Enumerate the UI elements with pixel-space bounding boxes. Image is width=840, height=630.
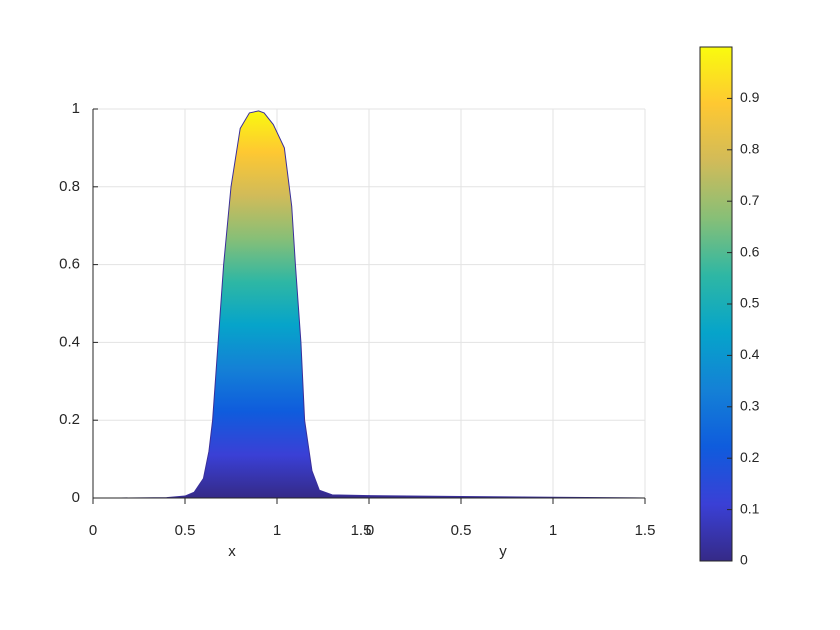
colorbar-tick-label: 0.9 [740,89,760,105]
z-tick-label: 0.2 [59,411,80,428]
colorbar [699,46,733,562]
z-tick-label: 0.4 [59,333,80,350]
z-tick-label: 1 [72,100,80,117]
colorbar-tick-label: 0.6 [740,243,760,259]
z-tick-label: 0.8 [59,178,80,195]
colorbar-tick-label: 0.5 [740,295,760,311]
y-axis-label: y [499,543,507,560]
colorbar-tick-label: 0.3 [740,398,760,414]
x_axis-tick-label: 0.5 [175,522,196,539]
z-tick-label: 0 [72,489,80,506]
y_axis-tick-label: 0 [366,522,374,539]
z-tick-label: 0.6 [59,256,80,273]
colorbar-tick-label: 0.4 [740,346,760,362]
x_axis-tick-label: 1 [273,522,281,539]
y_axis-tick-label: 1.5 [635,522,656,539]
colorbar-tick-label: 0.8 [740,141,760,157]
x_axis-tick-label: 0 [89,522,97,539]
colorbar-tick-label: 0.7 [740,192,760,208]
y_axis-tick-label: 0.5 [451,522,472,539]
x-axis-label: x [228,543,236,560]
surface-x-profile [120,110,370,499]
y_axis-tick-label: 1 [549,522,557,539]
colorbar-tick-label: 0.1 [740,500,760,516]
colorbar-tick-label: 0.2 [740,449,760,465]
x_axis-tick-label: 1.5 [351,522,372,539]
colorbar-tick-label: 0 [740,552,748,568]
